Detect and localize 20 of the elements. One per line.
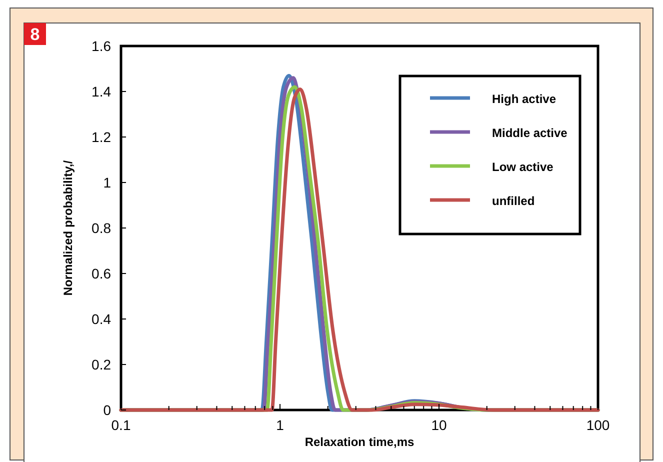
y-tick-label: 0.4 xyxy=(92,311,112,327)
legend-label: Middle active xyxy=(492,126,568,140)
legend-label: Low active xyxy=(492,160,554,174)
y-tick-label: 1 xyxy=(103,174,112,190)
x-tick-label: 1 xyxy=(276,417,284,433)
y-axis-title: Normalized probability,/ xyxy=(61,160,75,296)
x-axis-title: Relaxation time,ms xyxy=(304,435,415,449)
text: 8 xyxy=(30,25,40,44)
y-tick-label: 0.2 xyxy=(92,356,112,372)
legend-label: unfilled xyxy=(492,194,535,208)
x-tick-label: 0.1 xyxy=(111,417,131,433)
y-tick-label: 1.4 xyxy=(92,84,112,100)
y-tick-label: 1.6 xyxy=(92,38,112,54)
x-tick-label: 100 xyxy=(586,417,610,433)
y-tick-label: 0.6 xyxy=(92,266,112,282)
y-tick-label: 1.2 xyxy=(92,129,112,145)
y-tick-label: 0.8 xyxy=(92,220,112,236)
x-tick-label: 10 xyxy=(431,417,447,433)
y-tick-label: 0 xyxy=(103,402,112,418)
legend-label: High active xyxy=(492,92,556,106)
